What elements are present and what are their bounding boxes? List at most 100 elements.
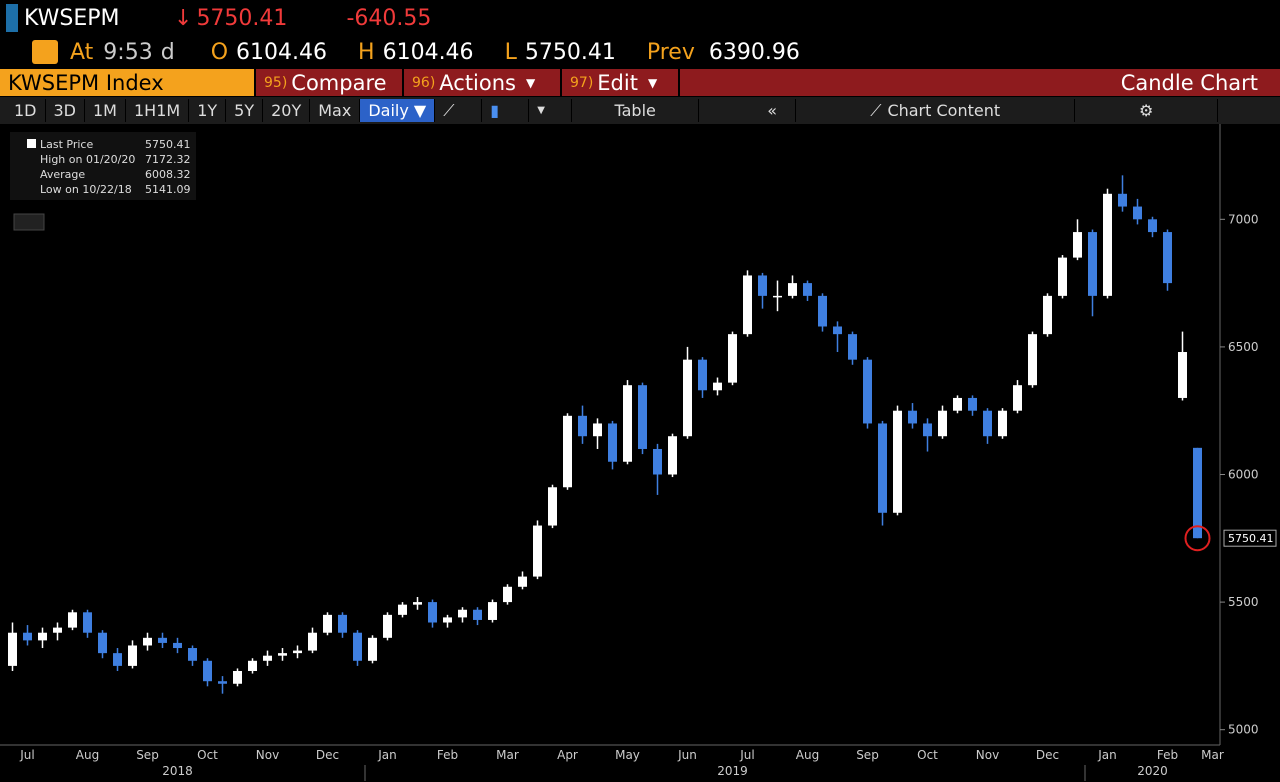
ticker: KWSEPM <box>24 5 120 31</box>
range-button[interactable]: 1Y <box>189 99 227 122</box>
chart-content-button[interactable]: ⟋ Chart Content <box>796 99 1076 122</box>
candle-body <box>488 602 497 620</box>
chart-content-label: Chart Content <box>887 101 1001 120</box>
x-tick-label: Oct <box>197 748 218 762</box>
range-button[interactable]: 5Y <box>226 99 264 122</box>
candle-body <box>443 617 452 623</box>
last-price: 5750.41 <box>196 5 288 31</box>
candle-body <box>1148 219 1157 233</box>
edit-tab[interactable]: 97) Edit ▼ <box>562 69 678 96</box>
candle-body <box>98 632 107 654</box>
candle-body <box>758 275 767 296</box>
candle-body <box>683 359 692 437</box>
candle-body <box>1043 295 1052 335</box>
x-tick-label: Nov <box>976 748 999 762</box>
legend-value: 5141.09 <box>145 183 191 196</box>
candle-body <box>863 359 872 424</box>
candle-body <box>23 632 32 641</box>
candle-body <box>428 602 437 623</box>
flag: d <box>160 39 175 65</box>
candle-body <box>653 448 662 475</box>
candle-body <box>728 334 737 383</box>
range-button[interactable]: 1M <box>85 99 126 122</box>
candle-body <box>893 410 902 513</box>
type-caret[interactable]: ▼ <box>529 99 573 122</box>
range-button[interactable]: 1D <box>6 99 46 122</box>
candle-body <box>563 415 572 488</box>
legend-label: High on 01/20/20 <box>40 153 135 166</box>
candle-body <box>1073 232 1082 258</box>
candle-body <box>578 415 587 437</box>
candle-body <box>83 612 92 633</box>
x-tick-label: Jan <box>377 748 397 762</box>
candle-body <box>998 410 1007 437</box>
x-tick-label: Nov <box>256 748 279 762</box>
candle-body <box>953 397 962 411</box>
last-price-label: 5750.41 <box>1228 532 1274 545</box>
candle-body <box>983 410 992 437</box>
frequency-button[interactable]: Daily ▼ <box>360 99 436 122</box>
candle-body <box>338 614 347 633</box>
candle-body <box>1103 193 1112 296</box>
candle-body <box>1133 206 1142 220</box>
prev: 6390.96 <box>708 39 800 65</box>
candle-body <box>8 632 17 666</box>
candle-body <box>698 359 707 391</box>
candle-body <box>638 385 647 449</box>
x-tick-label: Jul <box>19 748 34 762</box>
low-label: L <box>504 39 517 65</box>
candle-body <box>158 637 167 643</box>
x-tick-label: Aug <box>76 748 99 762</box>
candle-icon[interactable]: ▮ <box>482 99 530 122</box>
legend: Last Price 5750.41 High on 01/20/20 7172.32… <box>10 132 196 200</box>
y-tick-label: 5000 <box>1228 723 1259 737</box>
candle-body <box>1088 232 1097 296</box>
range-button[interactable]: Max <box>310 99 361 122</box>
menu-label: Actions <box>439 70 516 95</box>
range-button[interactable]: 3D <box>46 99 85 122</box>
y-tick-label: 5500 <box>1228 595 1259 609</box>
actions-tab[interactable]: 96) Actions ▼ <box>404 69 560 96</box>
candle-body <box>608 423 617 462</box>
line-icon[interactable]: ⟋ <box>435 99 483 122</box>
y-tick-label: 6000 <box>1228 468 1259 482</box>
security-field[interactable]: KWSEPM Index <box>0 69 254 96</box>
candle-body <box>368 637 377 661</box>
candle-body <box>53 627 62 633</box>
high: 6104.46 <box>382 39 474 65</box>
candle-body <box>398 604 407 615</box>
last-price-marker <box>1184 525 1211 552</box>
candle-body <box>1118 193 1127 207</box>
quote-line: KWSEPM ↓ 5750.41 -640.55 <box>0 0 1280 36</box>
menu-number: 95) <box>264 74 288 91</box>
table-button[interactable]: Table <box>572 99 700 122</box>
range-group: 1D 3D 1M 1H1M 1Y 5Y 20Y Max <box>6 99 361 122</box>
year-label: 2019 <box>717 764 748 778</box>
legend-label: Average <box>40 168 85 181</box>
caret: ▼ <box>526 75 536 90</box>
settings-button[interactable]: ⚙ <box>1075 99 1219 122</box>
candle-body <box>1028 334 1037 386</box>
x-tick-label: Jun <box>677 748 697 762</box>
open-label: O <box>210 39 229 65</box>
candle-body <box>278 653 287 656</box>
candle-body <box>1193 447 1202 539</box>
compare-tab[interactable]: 95) Compare <box>256 69 402 96</box>
legend-label: Low on 10/22/18 <box>40 183 132 196</box>
candle-body <box>233 670 242 684</box>
collapse-button[interactable]: « <box>749 99 797 122</box>
candle-body <box>173 642 182 649</box>
range-button[interactable]: 1H1M <box>126 99 190 122</box>
net-change: -640.55 <box>346 5 432 31</box>
legend-value: 7172.32 <box>145 153 191 166</box>
range-bar: 1D 3D 1M 1H1M 1Y 5Y 20Y Max Daily ▼ ⟋ ▮ ▼ Table… <box>0 97 1280 124</box>
x-tick-label: Mar <box>1201 748 1224 762</box>
candle-body <box>263 655 272 661</box>
range-button[interactable]: 20Y <box>263 99 311 122</box>
candle-body <box>818 295 827 327</box>
menu-number: 97) <box>570 74 594 91</box>
x-tick-label: Feb <box>437 748 458 762</box>
content-icon: ⟋ <box>870 100 882 120</box>
chart-name: Candle Chart <box>680 69 1280 96</box>
